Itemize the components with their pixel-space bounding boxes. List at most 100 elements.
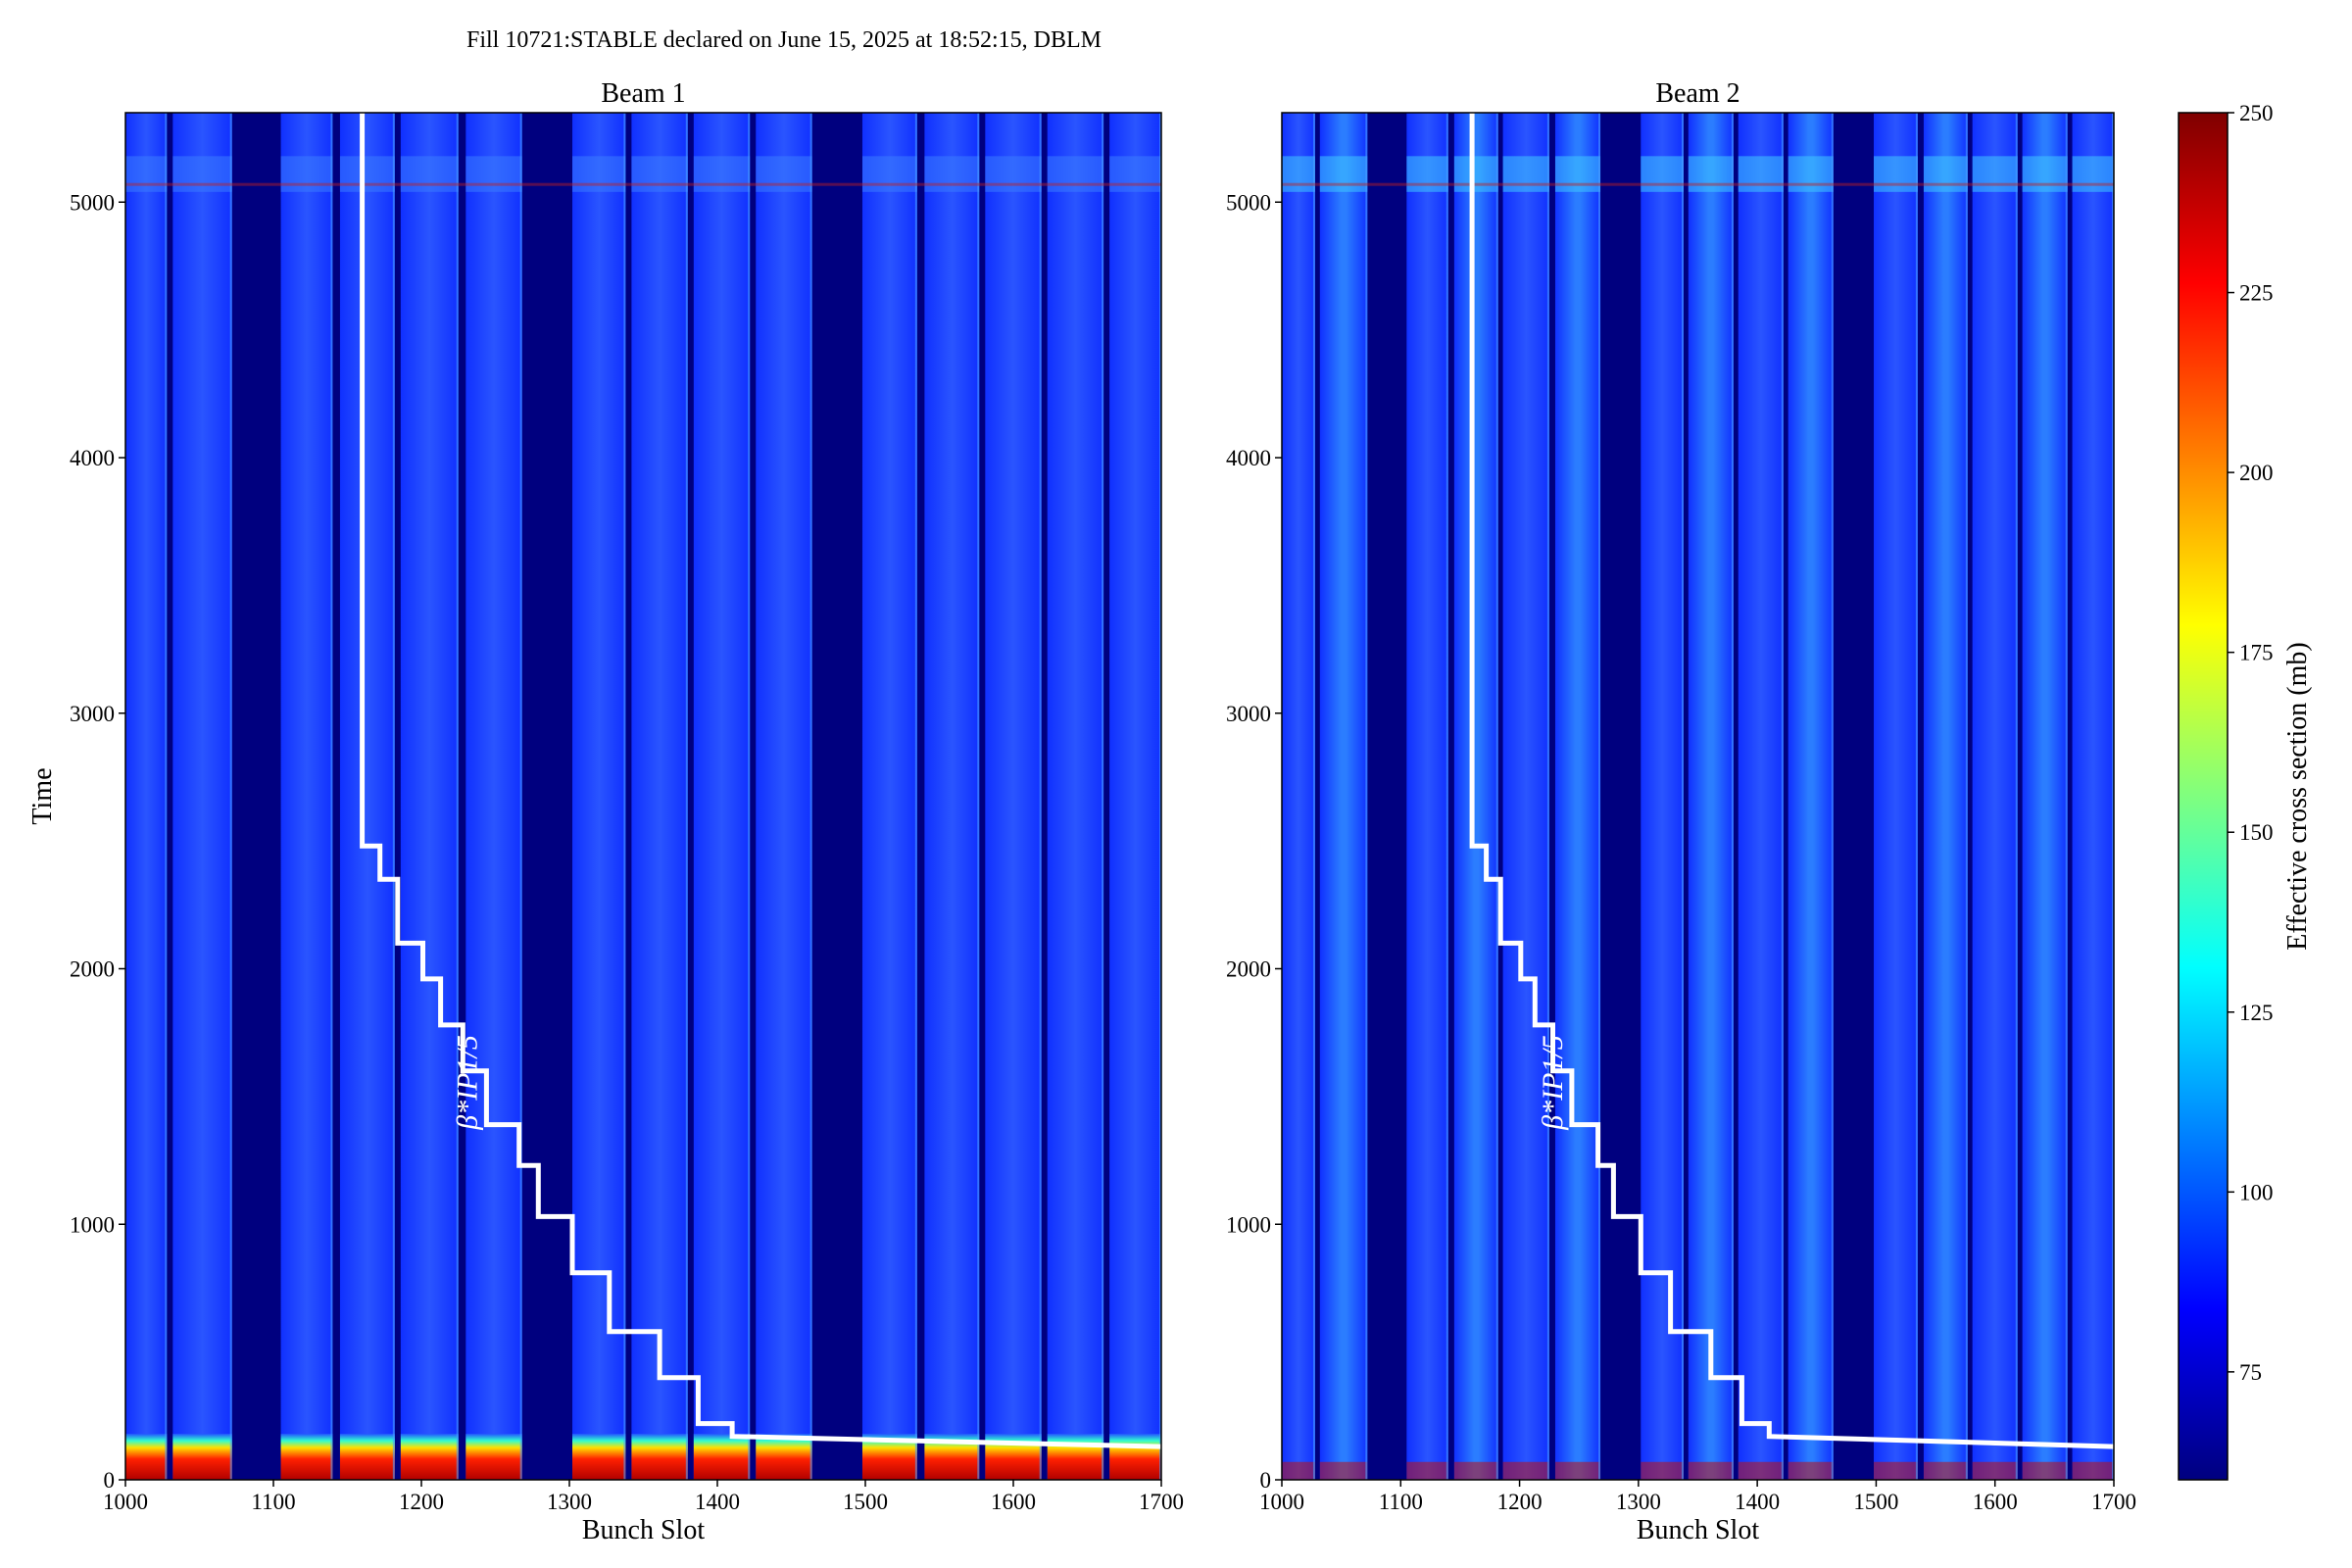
heatmap-band-hot (1502, 1461, 1549, 1480)
heatmap-band-hot (1282, 1461, 1315, 1480)
y-tick-label: 4000 (70, 446, 115, 470)
heatmap-band-hot (466, 1434, 522, 1480)
heatmap-band-hot (2072, 1461, 2114, 1480)
heatmap-band-edge (1831, 113, 1834, 1480)
heatmap-band (172, 113, 232, 1480)
heatmap-band-hot (572, 1434, 626, 1480)
heatmap-band-streak (1923, 156, 1968, 192)
heatmap-band (1688, 113, 1734, 1480)
x-tick-label: 1200 (1497, 1490, 1543, 1514)
y-tick-label: 0 (1260, 1468, 1272, 1493)
y-axis-label: Time (27, 767, 58, 824)
heatmap-band-edge (1312, 113, 1315, 1480)
colorbar: 75 100 125 150 175 200 225 250 Effective cross s… (2178, 101, 2313, 1481)
heatmap-band-hot (1738, 1461, 1784, 1480)
heatmap-band-streak (2022, 156, 2068, 192)
heatmap-band (466, 113, 522, 1480)
heatmap-band-streak (1282, 156, 1315, 192)
heatmap-band-hot (1047, 1434, 1104, 1480)
heatmap-band (1406, 113, 1448, 1480)
heatmap-band-streak (1874, 156, 1918, 192)
heatmap-band-edge (330, 113, 333, 1480)
y-tick-label: 5000 (1226, 190, 1271, 215)
heatmap-band-edge (392, 113, 395, 1480)
heatmap-band-streak (1641, 156, 1684, 192)
heatmap-band (1641, 113, 1684, 1480)
heatmap-band-edge (623, 113, 626, 1480)
heatmap-band-hot (1972, 1461, 2018, 1480)
heatmap-band-hot (1923, 1461, 1968, 1480)
heatmap-band-hot (1688, 1461, 1734, 1480)
heatmap-band-streak (861, 156, 917, 192)
y-tick-label: 3000 (70, 702, 115, 726)
heatmap-band-streak (631, 156, 688, 192)
heatmap-band-hot (339, 1434, 395, 1480)
heatmap-band-edge (1915, 113, 1918, 1480)
heatmap-band (1788, 113, 1834, 1480)
heatmap-band (1047, 113, 1104, 1480)
heatmap-band (339, 113, 395, 1480)
heatmap-row-streak (1282, 182, 2114, 186)
heatmap-band-streak (1788, 156, 1834, 192)
heatmap-band-streak (339, 156, 395, 192)
heatmap-band (1554, 113, 1601, 1480)
heatmap-band-edge (685, 113, 688, 1480)
y-tick-label: 4000 (1226, 446, 1271, 470)
heatmap-band (1874, 113, 1918, 1480)
heatmap-band (1319, 113, 1368, 1480)
heatmap-band-hot (693, 1434, 751, 1480)
heatmap-band-edge (1781, 113, 1784, 1480)
x-tick-label: 1500 (1853, 1490, 1898, 1514)
heatmap-band-streak (1453, 156, 1498, 192)
heatmap-band-streak (466, 156, 522, 192)
heatmap-band-streak (572, 156, 626, 192)
heatmap-band-edge (1495, 113, 1498, 1480)
x-tick-label: 1400 (695, 1490, 740, 1514)
heatmap-band-streak (985, 156, 1042, 192)
colorbar-tick-label: 125 (2239, 1001, 2274, 1025)
heatmap-band-streak (125, 156, 168, 192)
heatmap-band-streak (1554, 156, 1601, 192)
heatmap-band (1923, 113, 1968, 1480)
heatmap-band-edge (1039, 113, 1042, 1480)
heatmap-band-hot (172, 1434, 232, 1480)
x-tick-label: 1600 (991, 1490, 1036, 1514)
heatmap-band-streak (1502, 156, 1549, 192)
figure-title: Fill 10721:STABLE declared on June 15, 2… (466, 27, 1102, 53)
heatmap-band-streak (693, 156, 751, 192)
y-tick-label: 1000 (1226, 1212, 1271, 1237)
heatmap-band-edge (2112, 113, 2114, 1480)
x-tick-label: 1400 (1735, 1490, 1780, 1514)
colorbar-tick-label: 100 (2239, 1180, 2274, 1204)
heatmap-band (2072, 113, 2114, 1480)
x-tick-label: 1300 (547, 1490, 592, 1514)
heatmap-band-streak (1738, 156, 1784, 192)
y-tick-label: 3000 (1226, 702, 1271, 726)
heatmap-band (985, 113, 1042, 1480)
heatmap-band (1453, 113, 1498, 1480)
beta-star-curve (1469, 113, 2115, 1449)
panel-title: Beam 1 (601, 78, 685, 109)
heatmap-band (400, 113, 459, 1480)
heatmap-band-edge (1446, 113, 1448, 1480)
heatmap-band-hot (1788, 1461, 1834, 1480)
heatmap-band-streak (1406, 156, 1448, 192)
colorbar-label: Effective cross section (mb) (2282, 642, 2313, 950)
heatmap-band-edge (2065, 113, 2068, 1480)
heatmap-band-hot (280, 1434, 333, 1480)
heatmap-band (861, 113, 917, 1480)
heatmap-band (631, 113, 688, 1480)
heatmap-band-streak (1319, 156, 1368, 192)
colorbar-tick-label: 175 (2239, 641, 2274, 665)
heatmap-band (1502, 113, 1549, 1480)
y-tick-label: 2000 (1226, 957, 1271, 982)
beta-star-annotation: β*IP1/5 (1537, 1035, 1569, 1131)
heatmap-band-edge (519, 113, 522, 1480)
heatmap-band (1109, 113, 1161, 1480)
heatmap-band (756, 113, 812, 1480)
heatmap-band-edge (1598, 113, 1601, 1480)
heatmap-band-hot (756, 1434, 812, 1480)
colorbar-tick-label: 250 (2239, 101, 2274, 125)
